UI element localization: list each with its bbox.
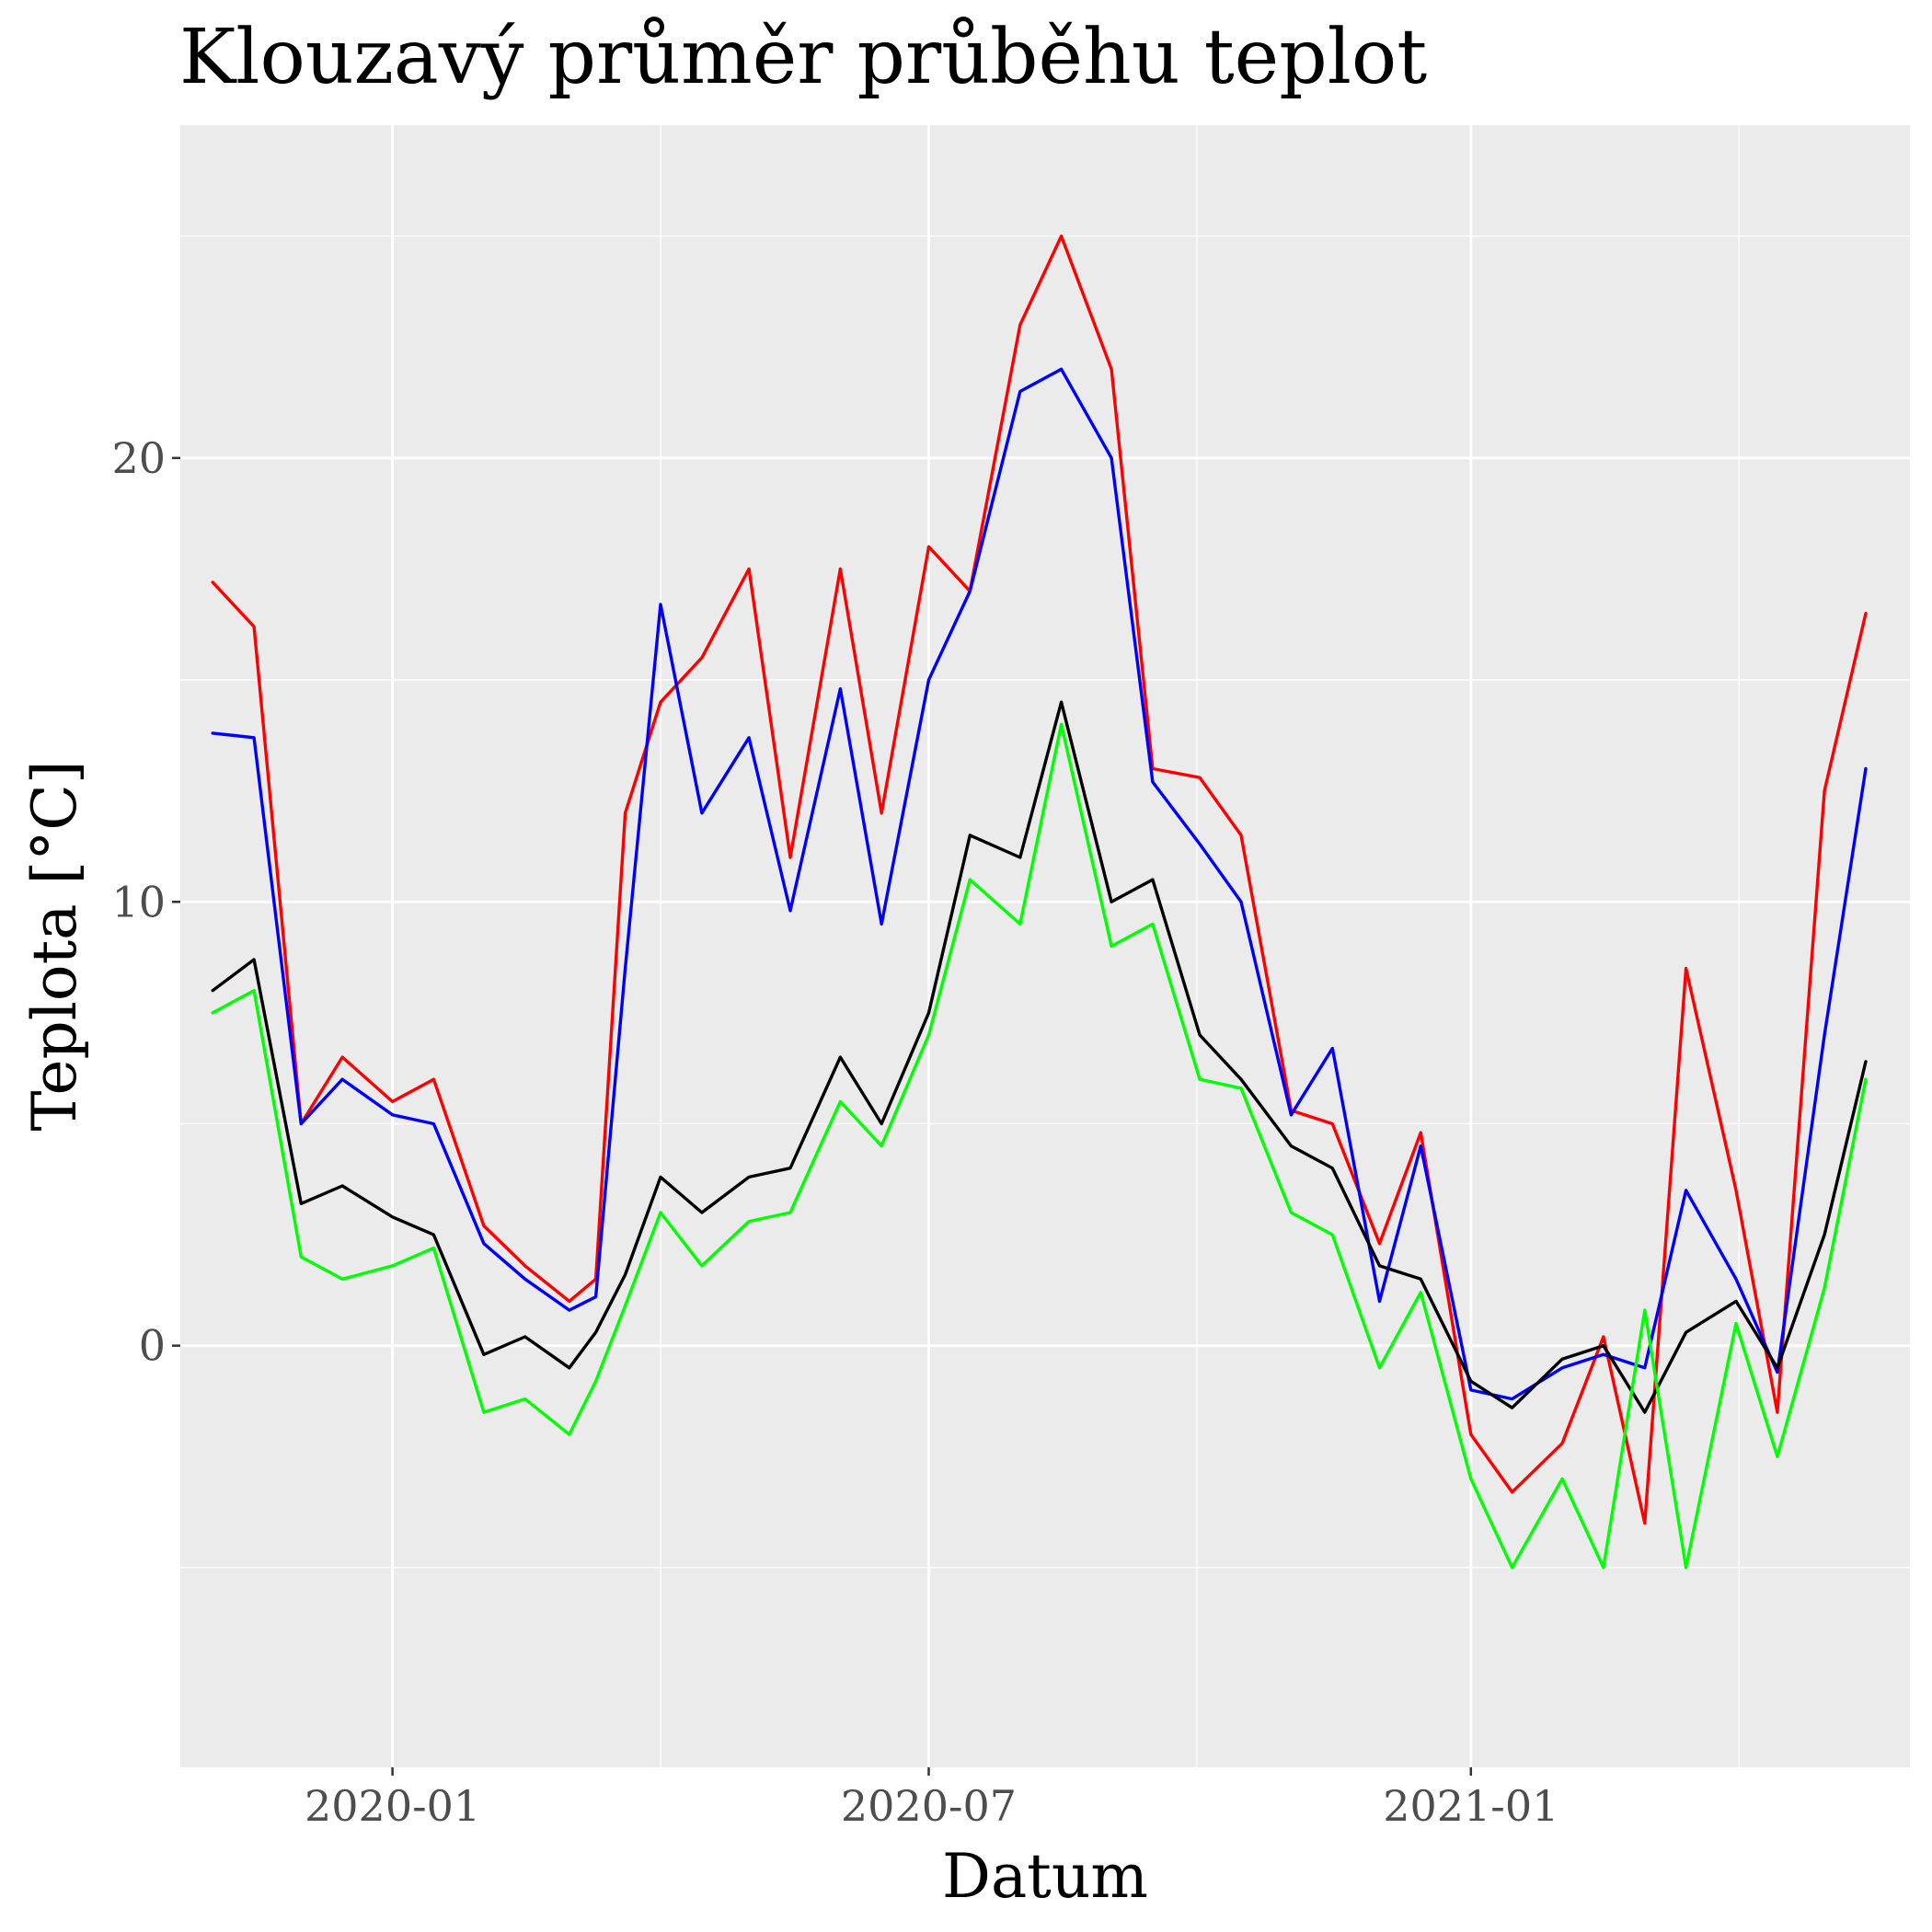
minor-gridlines xyxy=(180,125,1910,1767)
y-tick-label: 10 xyxy=(111,877,166,926)
series-line-3 xyxy=(211,700,1868,1414)
y-tick-label: 20 xyxy=(111,433,166,483)
y-axis-title: Teplota [°C] xyxy=(19,761,90,1132)
series-line-4 xyxy=(211,722,1868,1570)
series-line-2 xyxy=(211,367,1868,1401)
y-tick-label: 0 xyxy=(139,1321,166,1371)
x-tick-label: 2021-01 xyxy=(1383,1781,1558,1831)
x-axis-title: Datum xyxy=(942,1841,1148,1912)
x-tick-label: 2020-01 xyxy=(305,1781,480,1831)
y-axis: 0 10 20 xyxy=(111,433,180,1371)
series-line-1 xyxy=(211,234,1868,1525)
plot-panel xyxy=(180,125,1910,1767)
chart-title: Klouzavý průměr průběhu teplot xyxy=(179,14,1427,101)
major-gridlines xyxy=(180,125,1910,1767)
series-lines xyxy=(211,234,1868,1570)
x-axis: 2020-01 2020-07 2021-01 xyxy=(305,1767,1558,1831)
x-tick-label: 2020-07 xyxy=(841,1781,1017,1831)
